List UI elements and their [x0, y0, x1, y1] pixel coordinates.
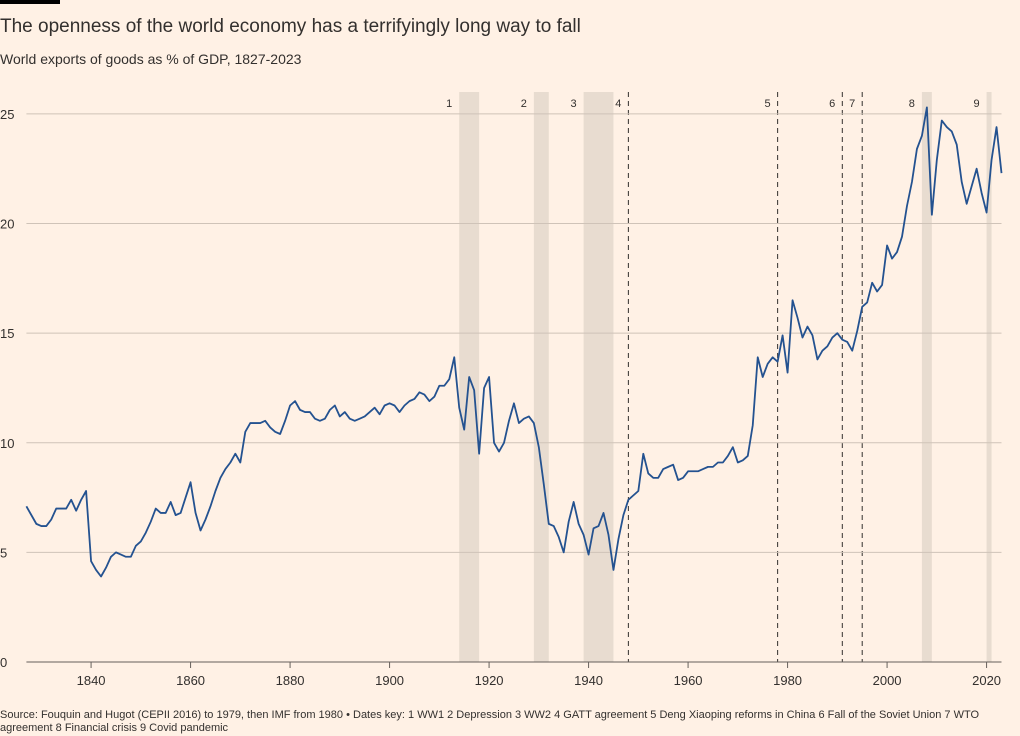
chart: The openness of the world economy has a …: [0, 0, 1003, 688]
x-tick-label: 1980: [773, 673, 802, 688]
chart-subtitle: World exports of goods as % of GDP, 1827…: [0, 51, 302, 67]
event-label: 6: [829, 98, 835, 110]
x-tick-label: 1920: [475, 673, 504, 688]
x-tick-label: 2020: [972, 673, 1001, 688]
event-label: 4: [615, 98, 621, 110]
event-label: 9: [973, 98, 979, 110]
event-label: 8: [909, 98, 915, 110]
event-label: 7: [849, 98, 855, 110]
y-tick-label: 15: [0, 326, 14, 341]
y-tick-label: 0: [0, 655, 7, 670]
x-tick-label: 2000: [873, 673, 902, 688]
y-tick-label: 25: [0, 107, 14, 122]
chart-title: The openness of the world economy has a …: [0, 16, 581, 37]
series-line: [25, 106, 1003, 578]
y-tick-label: 5: [0, 545, 7, 560]
event-label: 2: [521, 98, 527, 110]
x-tick-label: 1960: [674, 673, 703, 688]
event-label: 3: [570, 98, 576, 110]
event-band: [986, 92, 992, 662]
event-band: [921, 92, 932, 662]
event-band: [583, 92, 614, 662]
y-tick-label: 20: [0, 217, 14, 232]
event-band: [533, 92, 549, 662]
x-tick-label: 1880: [276, 673, 305, 688]
source-note: Source: Fouquin and Hugot (CEPII 2016) t…: [0, 709, 980, 734]
event-label: 1: [446, 98, 452, 110]
y-tick-label: 10: [0, 436, 14, 451]
x-tick-label: 1840: [77, 673, 106, 688]
brand-bar: [0, 0, 60, 4]
x-tick-label: 1860: [176, 673, 205, 688]
event-label: 5: [765, 98, 771, 110]
x-tick-label: 1940: [574, 673, 603, 688]
x-tick-label: 1900: [375, 673, 404, 688]
